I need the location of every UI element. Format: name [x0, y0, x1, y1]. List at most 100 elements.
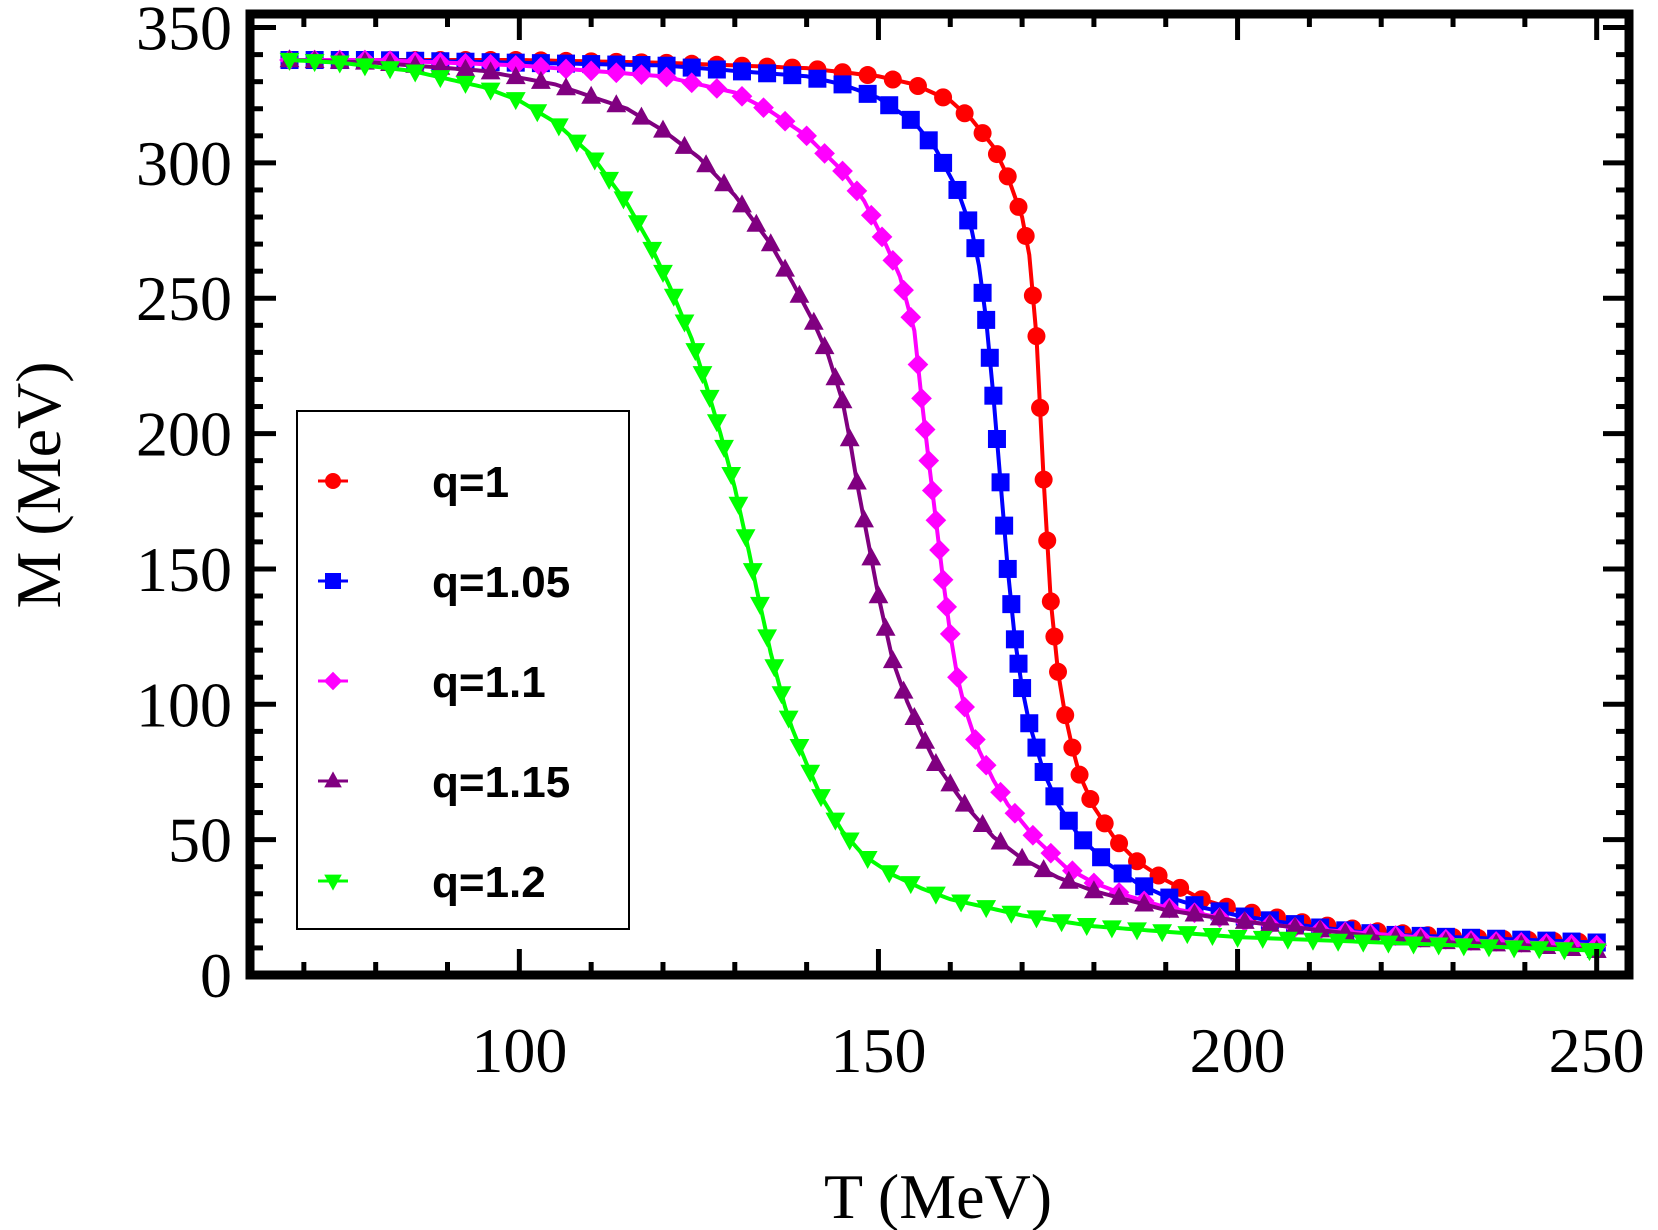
data-point — [455, 58, 476, 77]
data-point — [1040, 842, 1062, 864]
data-point — [527, 104, 548, 123]
x-tick-label: 200 — [1190, 1015, 1286, 1086]
y-axis-title: M (MeV) — [3, 361, 74, 608]
data-point — [706, 414, 727, 433]
data-point — [991, 473, 1010, 492]
legend-item: q=1.05 — [318, 558, 570, 607]
data-point — [1149, 866, 1168, 885]
legend-marker-diamond-icon — [323, 671, 343, 691]
data-point — [1184, 903, 1205, 922]
data-point — [1022, 824, 1044, 846]
data-point — [832, 390, 853, 409]
data-point — [1009, 654, 1028, 673]
data-point — [1026, 910, 1047, 929]
data-point — [880, 96, 899, 115]
data-point — [1074, 831, 1093, 850]
data-point — [1152, 924, 1173, 943]
data-point — [980, 348, 999, 367]
data-point — [613, 191, 634, 210]
data-point — [1081, 790, 1100, 809]
data-point — [1134, 893, 1155, 912]
data-point — [1202, 928, 1223, 947]
data-point — [1554, 942, 1575, 961]
data-point — [990, 831, 1011, 850]
data-point — [757, 629, 778, 648]
data-point — [1277, 931, 1298, 950]
data-point — [1110, 834, 1129, 853]
data-point — [699, 389, 720, 408]
data-point — [857, 851, 878, 870]
data-point — [1453, 938, 1474, 957]
data-point — [918, 450, 940, 472]
data-point — [846, 180, 868, 202]
legend-marker-circle-icon — [325, 473, 341, 489]
data-point — [1027, 327, 1046, 346]
data-point — [1353, 934, 1374, 953]
y-tick-label: 200 — [136, 399, 232, 470]
data-point — [907, 354, 929, 375]
data-point — [735, 529, 756, 548]
data-point — [1209, 907, 1230, 926]
data-point — [1259, 913, 1280, 932]
data-point — [1159, 899, 1180, 918]
y-tick-label: 250 — [136, 263, 232, 334]
data-point — [430, 70, 451, 89]
data-point — [966, 239, 985, 258]
data-point — [1113, 864, 1132, 883]
data-point — [832, 160, 853, 182]
data-point — [934, 153, 953, 172]
data-point — [789, 284, 810, 303]
data-point — [998, 167, 1017, 186]
data-point — [760, 233, 781, 252]
data-point — [833, 75, 852, 94]
data-point — [742, 563, 763, 582]
data-point — [355, 58, 375, 77]
data-point — [746, 213, 767, 232]
data-point — [1177, 926, 1198, 945]
data-point — [814, 336, 835, 355]
data-point — [936, 596, 958, 618]
x-axis-title: T (MeV) — [824, 1161, 1052, 1230]
data-point — [714, 439, 734, 458]
data-point — [951, 894, 971, 913]
data-point — [1020, 714, 1039, 733]
legend-marker-triangle-up-icon — [324, 771, 342, 788]
x-tick-labels: 100 150 200 250 — [471, 1015, 1644, 1086]
legend-item: q=1.1 — [318, 658, 546, 707]
data-point — [758, 64, 777, 83]
series-layer — [279, 49, 1608, 962]
data-point — [599, 171, 620, 190]
data-point — [783, 66, 802, 85]
data-point — [728, 496, 749, 515]
data-point — [480, 82, 501, 101]
data-point — [505, 92, 526, 111]
data-point — [854, 509, 874, 528]
data-point — [548, 118, 569, 137]
data-point — [1051, 914, 1072, 933]
data-point — [1092, 848, 1111, 867]
data-point — [771, 686, 792, 705]
data-point — [329, 55, 350, 74]
data-point — [1076, 917, 1097, 936]
data-point — [1504, 940, 1524, 959]
data-point — [555, 58, 577, 80]
data-point — [380, 61, 400, 80]
data-point — [882, 650, 903, 669]
y-tick-label: 350 — [136, 0, 232, 64]
data-point — [975, 754, 997, 776]
legend-label: q=1.05 — [432, 558, 570, 607]
data-point — [455, 75, 476, 94]
data-point — [681, 72, 703, 94]
data-point — [732, 62, 751, 81]
data-point — [1012, 847, 1032, 866]
data-point — [663, 288, 684, 307]
data-point — [1428, 937, 1449, 956]
data-point — [642, 241, 663, 260]
data-point — [861, 547, 882, 566]
data-point — [860, 204, 882, 226]
data-point — [948, 180, 967, 199]
legend-marker-square-icon — [325, 573, 341, 589]
data-point — [800, 764, 821, 783]
data-point — [893, 279, 914, 301]
